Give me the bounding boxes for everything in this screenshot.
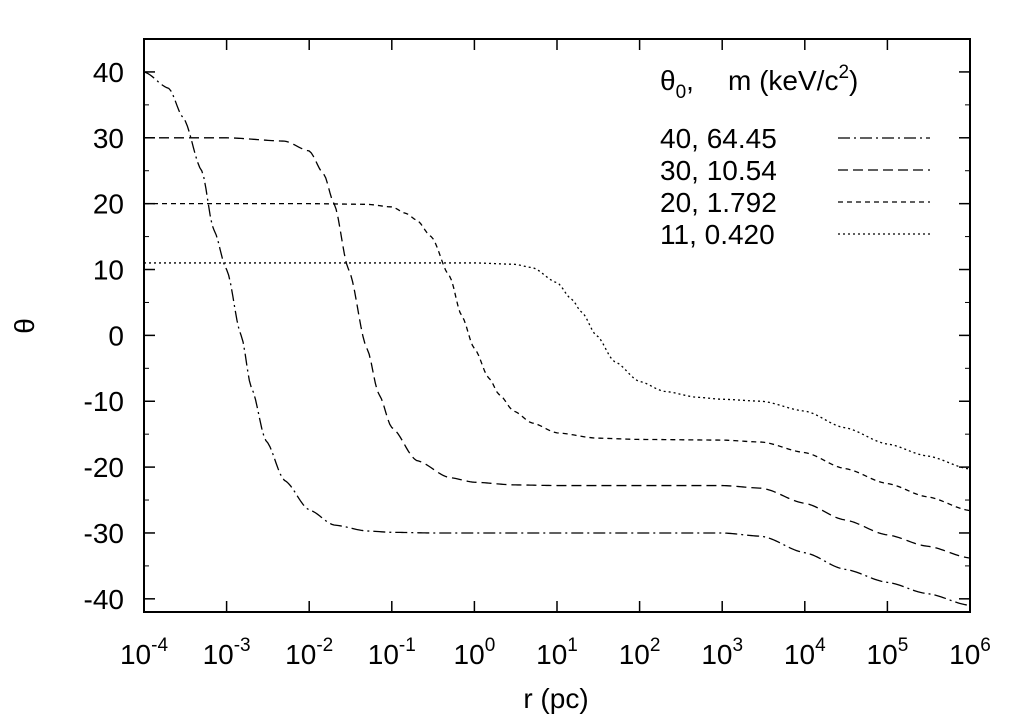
x-tick-label-exponent: 0 [485,635,496,656]
legend-header-theta: θ [660,65,676,96]
x-tick-label-exponent: -2 [316,635,333,656]
x-tick-label-base: 10 [949,639,980,670]
x-tick-label: 10-3 [203,635,251,670]
x-tick-label-exponent: 5 [898,635,909,656]
legend-header-theta-subscript: 0 [676,82,687,103]
x-tick-label-base: 10 [454,639,485,670]
y-tick-label: 0 [108,320,124,351]
x-tick-label-exponent: 2 [650,635,661,656]
legend-header: θ0, m (keV/c2) [660,62,858,103]
legend-header-comma: , [686,65,694,96]
y-tick-label: 20 [93,189,124,220]
legend-header-close: ) [849,65,858,96]
legend-header-mass: m (keV/c [728,65,838,96]
y-tick-label: 40 [93,57,124,88]
x-tick-label: 102 [619,635,661,670]
x-tick-label-exponent: 1 [567,635,578,656]
x-tick-label-base: 10 [701,639,732,670]
series-line [144,203,971,512]
x-tick-label-base: 10 [120,639,151,670]
x-tick-label-exponent: 6 [980,635,991,656]
x-tick-label-exponent: -4 [151,635,168,656]
x-tick-label-base: 10 [285,639,316,670]
x-tick-label: 100 [454,635,496,670]
x-tick-label: 10-1 [368,635,416,670]
plot-frame [143,38,971,613]
series-line [144,262,971,470]
x-tick-label: 101 [536,635,578,670]
legend-header-mass-superscript: 2 [838,62,849,83]
y-tick-label: 10 [93,255,124,286]
y-tick-label: -30 [84,518,124,549]
legend-label: 40, 64.45 [660,123,777,154]
y-tick-label: 30 [93,123,124,154]
legend-label: 11, 0.420 [660,219,775,250]
x-axis-label: r (pc) [523,683,588,714]
x-tick-label: 10-4 [120,635,168,670]
x-tick-label-exponent: 4 [815,635,826,656]
x-tick-label-exponent: -1 [399,635,416,656]
x-tick-label-exponent: -3 [234,635,251,656]
series-line [144,137,971,559]
x-tick-label: 105 [867,635,909,670]
x-tick-label-base: 10 [536,639,567,670]
y-tick-label: -20 [84,452,124,483]
axis-ticks [143,39,971,612]
y-tick-label: -10 [84,386,124,417]
series-lines [143,71,971,607]
tick-labels: 10-4 10-3 10-2 10-1 100 101 102 103 104 105 106403… [84,57,991,670]
x-tick-label-base: 10 [368,639,399,670]
x-tick-label-base: 10 [619,639,650,670]
x-tick-label-base: 10 [203,639,234,670]
x-tick-label: 10-2 [285,635,333,670]
x-tick-label: 103 [701,635,743,670]
x-tick-label-exponent: 3 [732,635,743,656]
x-tick-label-base: 10 [867,639,898,670]
x-tick-label: 104 [784,635,826,670]
series-line [143,71,971,607]
legend-label: 20, 1.792 [660,187,777,218]
y-axis-label: θ [9,318,40,334]
x-tick-label: 106 [949,635,991,670]
x-tick-label-base: 10 [784,639,815,670]
y-tick-label: -40 [84,584,124,615]
legend-label: 30, 10.54 [660,155,777,186]
